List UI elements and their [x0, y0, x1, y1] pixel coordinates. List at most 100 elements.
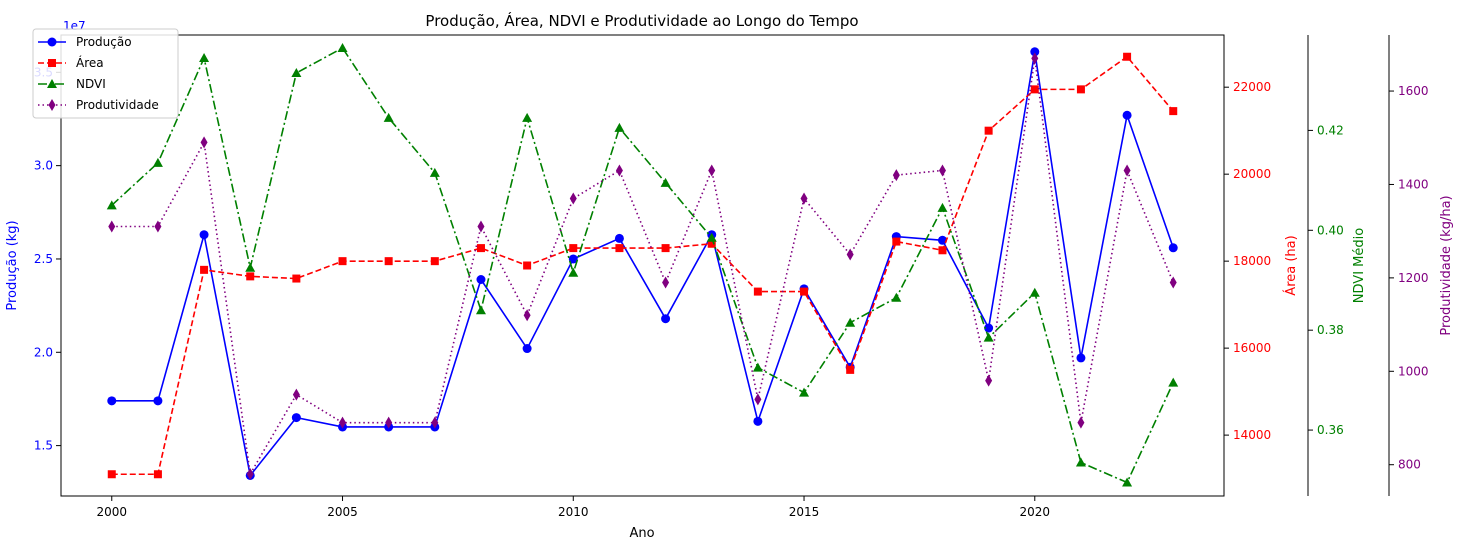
series-1	[107, 52, 1178, 479]
data-point	[754, 393, 762, 406]
y-axis-3: 800 1000 1200 1400 1600 Produtividade (kg/ha)	[1388, 35, 1454, 496]
series-line	[111, 58, 1174, 477]
data-point	[1077, 416, 1085, 429]
y-axis-label: Produção (kg)	[5, 220, 20, 310]
data-point	[800, 192, 808, 205]
y-tick-label: 16000	[1233, 341, 1271, 355]
y-tick-label: 20000	[1233, 167, 1271, 181]
x-tick-label: 2000	[96, 505, 127, 519]
data-point	[477, 220, 485, 233]
y-axis-label: NDVI Médio	[1352, 228, 1367, 303]
data-point	[800, 287, 809, 296]
data-point	[1076, 353, 1086, 363]
data-point	[891, 292, 902, 302]
data-point	[152, 157, 163, 167]
data-point	[753, 416, 763, 426]
x-tick-label: 2020	[1020, 505, 1051, 519]
series-line	[111, 51, 1174, 478]
data-point	[106, 200, 117, 210]
x-tick-label: 2005	[327, 505, 358, 519]
legend-marker	[48, 99, 56, 111]
y-tick-label: 18000	[1233, 254, 1271, 268]
x-tick-label: 2015	[789, 505, 820, 519]
series-0	[107, 47, 1178, 480]
series-2	[106, 42, 1179, 487]
data-point	[707, 239, 716, 248]
data-point	[892, 237, 901, 246]
data-point	[708, 164, 716, 177]
series-group	[106, 42, 1179, 487]
data-point	[662, 276, 670, 289]
data-point	[1123, 52, 1132, 61]
y-tick-label: 0.38	[1317, 323, 1344, 337]
data-point	[337, 42, 348, 52]
data-point	[1031, 52, 1039, 65]
data-point	[615, 244, 624, 253]
data-point	[107, 396, 117, 406]
data-point	[846, 248, 854, 261]
data-point	[199, 52, 210, 62]
data-point	[938, 164, 946, 177]
series-3	[108, 52, 1177, 481]
y-tick-label: 0.40	[1317, 223, 1344, 237]
data-point	[153, 470, 162, 479]
data-point	[385, 416, 393, 429]
data-point	[429, 167, 440, 177]
data-point	[1168, 377, 1179, 387]
data-point	[660, 177, 671, 187]
legend-label: NDVI	[76, 77, 106, 91]
data-point	[1169, 276, 1177, 289]
data-point	[291, 67, 302, 77]
legend: Produção Área NDVI Produtividade	[32, 28, 179, 119]
data-point	[614, 122, 625, 132]
data-point	[1123, 164, 1131, 177]
data-point	[753, 287, 762, 296]
y-tick-label: 1400	[1398, 177, 1429, 191]
data-point	[1030, 47, 1040, 57]
data-point	[706, 232, 717, 242]
data-point	[892, 169, 900, 182]
y-axes: 1.52.02.53.03.5Produção (kg)1e7140001600…	[5, 19, 1454, 496]
y-tick-label: 1.5	[34, 439, 53, 453]
data-point	[154, 220, 162, 233]
data-point	[614, 233, 624, 243]
data-point	[568, 254, 578, 264]
data-point	[522, 112, 533, 122]
legend-marker	[48, 59, 56, 67]
data-point	[338, 257, 347, 266]
y-axis-label: Área (ha)	[1283, 235, 1299, 295]
data-point	[476, 274, 486, 284]
data-point	[476, 244, 485, 253]
data-point	[384, 257, 393, 266]
data-point	[199, 230, 209, 240]
data-point	[1076, 85, 1085, 94]
y-tick-label: 800	[1398, 458, 1421, 472]
legend-label: Produtividade	[76, 98, 159, 112]
data-point	[291, 413, 301, 423]
data-point	[246, 468, 254, 481]
data-point	[1030, 85, 1039, 94]
y-tick-label: 0.36	[1317, 423, 1344, 437]
data-point	[475, 305, 486, 315]
y-tick-label: 14000	[1233, 428, 1271, 442]
data-point	[523, 261, 532, 270]
data-point	[245, 262, 256, 272]
y-tick-label: 2.5	[34, 252, 53, 266]
data-point	[983, 332, 994, 342]
legend-marker	[47, 37, 57, 47]
data-point	[1168, 243, 1178, 253]
data-point	[752, 362, 763, 372]
legend-item: Área	[38, 55, 104, 70]
legend-label: Área	[76, 55, 104, 70]
x-axis-label: Ano	[629, 526, 654, 541]
data-point	[938, 246, 947, 255]
legend-item: Produção	[38, 35, 132, 49]
y-axis-label: Produtividade (kg/ha)	[1439, 195, 1454, 335]
series-line	[111, 46, 1174, 484]
chart-title: Produção, Área, NDVI e Produtividade ao …	[425, 11, 858, 30]
data-point	[984, 323, 994, 333]
data-point	[568, 267, 579, 277]
data-point	[569, 244, 578, 253]
y-tick-label: 3.0	[34, 159, 53, 173]
y-tick-label: 2.0	[34, 345, 53, 359]
